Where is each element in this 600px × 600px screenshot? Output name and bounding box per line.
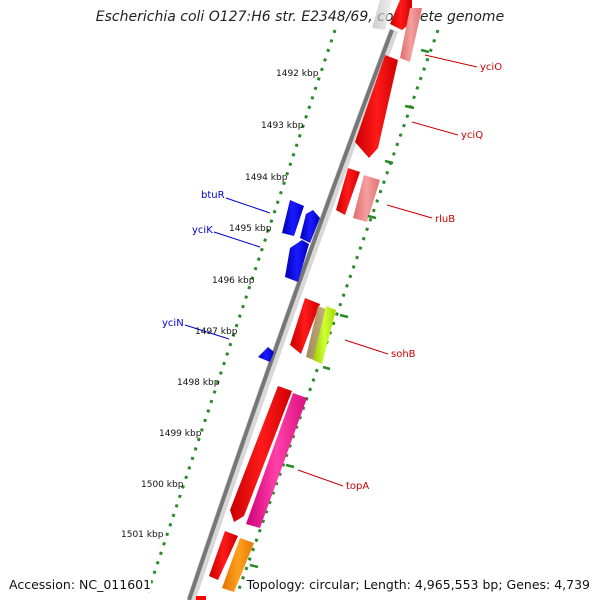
kbp-tick-label: 1498 kbp (177, 378, 220, 388)
kbp-tick-label: 1494 kbp (245, 173, 288, 183)
kbp-tick-label: 1501 kbp (121, 530, 164, 540)
gene-feature (313, 306, 336, 364)
gene-feature (355, 55, 398, 158)
kbp-tick-label: 1496 kbp (212, 276, 255, 286)
topology-text: Topology: circular; Length: 4,965,553 bp… (246, 577, 590, 592)
gene-feature (222, 538, 254, 592)
gene-label-reverse: yciN (162, 318, 184, 329)
gene-feature (336, 168, 360, 215)
gene-feature (390, 0, 412, 30)
gene-feature (209, 531, 238, 580)
gene-feature (306, 306, 326, 360)
kbp-tick-label: 1493 kbp (261, 121, 304, 131)
gene-label-forward: yciO (480, 62, 502, 73)
gene-feature (258, 347, 274, 362)
gene-feature (290, 298, 320, 354)
forward-gene-features (196, 0, 422, 600)
gene-label-forward: topA (346, 481, 369, 492)
kbp-tick-label: 1492 kbp (276, 69, 319, 79)
gene-feature (196, 596, 206, 600)
kbp-tick-label: 1495 kbp (229, 224, 272, 234)
genome-backbone (187, 29, 394, 600)
kbp-scale-labels: 1492 kbp 1493 kbp 1494 kbp 1495 kbp 1496… (121, 69, 319, 540)
inner-tick-ring (236, 29, 440, 593)
kbp-tick-label: 1499 kbp (159, 429, 202, 439)
gene-label-reverse: yciK (192, 225, 213, 236)
reverse-gene-features (258, 200, 320, 362)
gene-feature (372, 0, 392, 30)
gene-label-forward: yciQ (461, 130, 483, 141)
backbone-shadow (186, 28, 399, 600)
kbp-tick-label: 1497 kbp (195, 327, 238, 337)
label-leader-lines (184, 54, 478, 487)
gene-feature (353, 175, 380, 222)
gene-label-forward: sohB (391, 349, 416, 360)
gene-feature (246, 393, 307, 528)
gene-labels: yciO yciQ rluB sohB topA btuR yciK yciN (162, 62, 502, 492)
gene-feature (400, 8, 422, 62)
gene-feature (285, 240, 309, 282)
gene-feature (300, 210, 320, 243)
accession-text: Accession: NC_011601 (9, 577, 152, 592)
gene-feature (282, 200, 304, 236)
kbp-tick-label: 1500 kbp (141, 480, 184, 490)
gene-feature (230, 386, 292, 522)
gene-label-reverse: btuR (201, 190, 225, 201)
gene-label-forward: rluB (435, 214, 455, 225)
inner-ring-ticks (249, 48, 430, 569)
